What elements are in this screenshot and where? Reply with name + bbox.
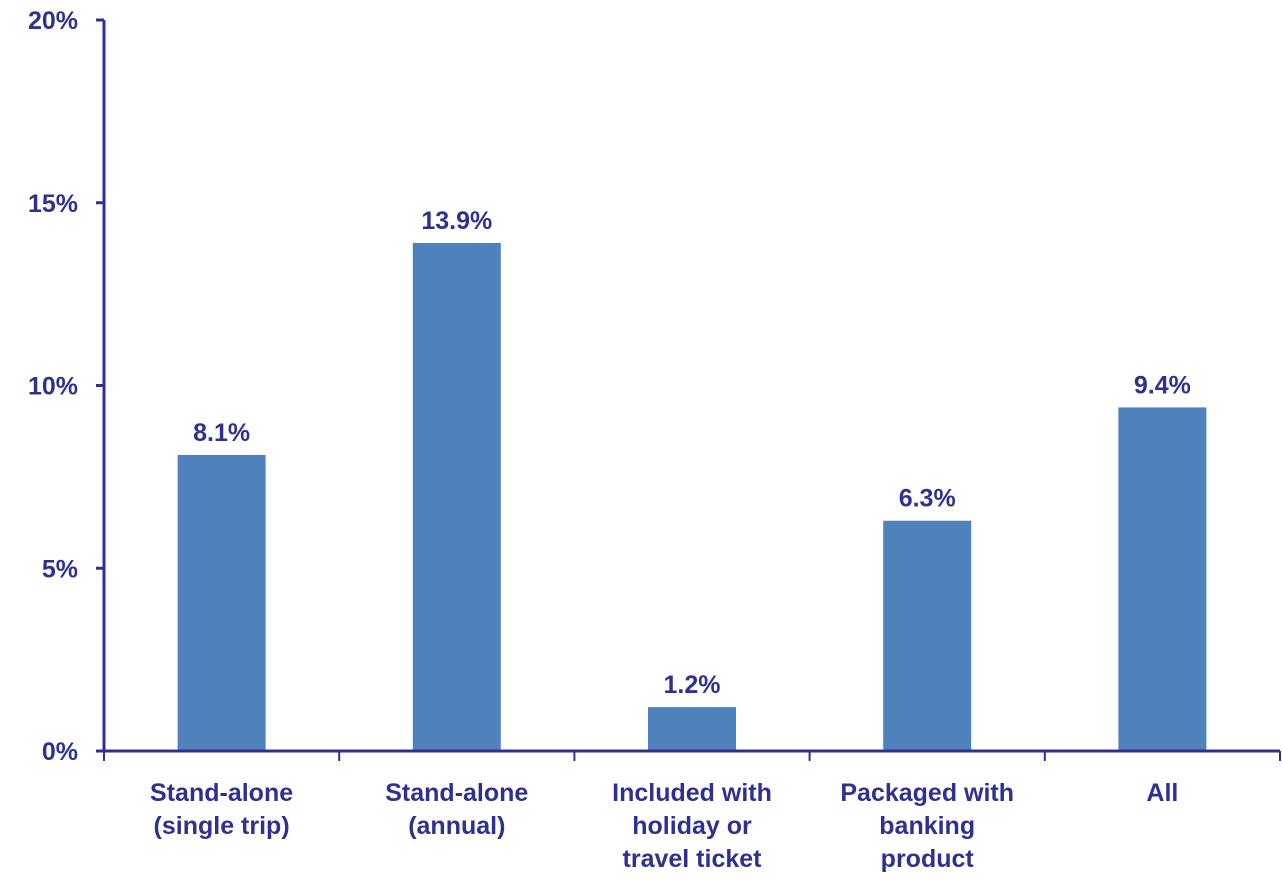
bar-5 [1118, 407, 1207, 751]
x-category-label-line: product [881, 845, 975, 873]
x-category-label-line: Packaged with [840, 779, 1014, 807]
data-label-3: 1.2% [664, 671, 721, 699]
x-category-label-line: Stand-alone [385, 779, 528, 807]
bar-3 [648, 707, 736, 751]
y-axis: 0% 5% 10% 15% 20% [28, 7, 106, 766]
y-tick-label-10: 10% [28, 373, 78, 401]
x-category-label-line: holiday or [632, 812, 752, 840]
x-axis: Stand-alone (single trip) Stand-alone (annu… [103, 749, 1281, 873]
data-label-5: 9.4% [1134, 371, 1191, 399]
x-category-label-4: Packaged with banking product [840, 779, 1014, 873]
x-category-label-line: (annual) [408, 812, 505, 840]
data-label-4: 6.3% [899, 485, 956, 513]
data-label-2: 13.9% [421, 207, 492, 235]
y-tick-label-15: 15% [28, 190, 78, 218]
bar-2 [412, 242, 501, 751]
x-category-label-line: (single trip) [154, 812, 290, 840]
x-category-label-2: Stand-alone (annual) [385, 779, 528, 840]
bar-4 [883, 520, 972, 751]
y-tick-label-0: 0% [42, 738, 78, 766]
x-category-label-line: All [1146, 779, 1178, 807]
x-category-label-1: Stand-alone (single trip) [150, 779, 293, 840]
x-category-label-line: Stand-alone [150, 779, 293, 807]
x-category-label-5: All [1146, 779, 1178, 807]
bars-group [177, 242, 1207, 751]
data-labels-group: 8.1% 13.9% 1.2% 6.3% 9.4% [193, 207, 1191, 699]
data-label-1: 8.1% [193, 419, 250, 447]
y-tick-label-5: 5% [42, 555, 78, 583]
bar-1 [177, 454, 266, 751]
y-tick-label-20: 20% [28, 7, 78, 35]
x-category-label-line: Included with [612, 779, 772, 807]
x-category-label-3: Included with holiday or travel ticket [612, 779, 772, 873]
x-category-label-line: banking [879, 812, 975, 840]
x-category-label-line: travel ticket [623, 845, 763, 873]
